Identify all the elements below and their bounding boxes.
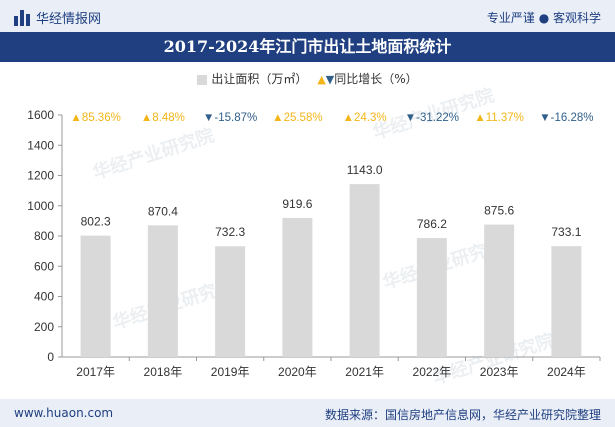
bar-value-label: 1143.0	[347, 163, 383, 177]
triangle-up-icon: ▲	[141, 112, 152, 124]
triangle-down-icon: ▼	[203, 112, 214, 124]
triangle-up-icon: ▲	[317, 73, 326, 86]
legend-growth-label: 同比增长（%）	[334, 72, 418, 86]
triangle-down-icon: ▼	[405, 112, 416, 124]
chart-legend: 出让面积（万㎡） ▲▼同比增长（%）	[0, 70, 615, 87]
growth-value: 25.58%	[284, 112, 323, 124]
x-tick-label: 2018年	[144, 365, 183, 379]
bar-value-label: 875.6	[484, 204, 514, 218]
triangle-down-icon: ▼	[325, 73, 335, 86]
triangle-up-icon: ▲	[70, 112, 81, 124]
bar	[80, 235, 111, 357]
legend-bar-label: 出让面积（万㎡）	[211, 72, 308, 86]
bar	[484, 224, 515, 357]
y-tick-label: 400	[34, 290, 54, 304]
legend-bar-item: 出让面积（万㎡）	[197, 70, 307, 87]
growth-value: 8.48%	[152, 112, 185, 124]
x-tick-label: 2020年	[278, 365, 317, 379]
x-tick-label: 2024年	[547, 365, 586, 379]
y-tick-label: 1000	[27, 199, 54, 213]
growth-label: ▲25.58%	[272, 112, 322, 124]
bar-value-label: 732.3	[215, 225, 245, 239]
triangle-down-icon: ▼	[539, 112, 550, 124]
bar	[147, 225, 178, 357]
growth-label: ▲24.3%	[343, 112, 387, 124]
y-tick-label: 800	[34, 229, 54, 243]
bar-value-label: 870.4	[148, 204, 178, 218]
bar	[551, 246, 582, 357]
y-tick-label: 1400	[27, 138, 54, 152]
growth-label: ▲11.37%	[474, 112, 524, 124]
growth-label: ▼-15.87%	[203, 112, 257, 124]
growth-label: ▼-31.22%	[405, 112, 459, 124]
growth-value: -16.28%	[551, 112, 594, 124]
growth-label: ▲85.36%	[70, 112, 120, 124]
triangle-up-icon: ▲	[272, 112, 283, 124]
bar-chart: 0 200 400 600 800 1000 1200 1400 1600 2017年 802.3 ▲…	[27, 108, 601, 379]
logo-bars-icon	[14, 9, 30, 26]
tagline: 专业严谨 ● 客观科学	[486, 11, 601, 25]
logo-text: 华经情报网	[36, 12, 102, 27]
footer-website: www.huaon.com	[14, 406, 114, 420]
bar	[349, 184, 380, 357]
bar-value-label: 786.2	[417, 217, 447, 231]
bar	[416, 238, 447, 357]
top-bar: 华经情报网 专业严谨 ● 客观科学	[0, 0, 615, 32]
growth-value: -15.87%	[214, 112, 257, 124]
logo: 华经情报网	[14, 8, 101, 27]
triangle-up-icon: ▲	[474, 112, 485, 124]
y-tick-label: 1600	[27, 108, 54, 122]
y-tick-label: 200	[34, 320, 54, 334]
x-tick-label: 2023年	[480, 365, 519, 379]
bar-value-label: 919.6	[282, 197, 312, 211]
chart-title: 2017-2024年江门市出让土地面积统计	[0, 32, 615, 62]
growth-value: 24.3%	[354, 112, 387, 124]
x-tick-label: 2022年	[413, 365, 452, 379]
footer: www.huaon.com 数据来源：国信房地产信息网，华经产业研究院整理	[0, 399, 615, 427]
legend-growth-item: ▲▼同比增长（%）	[317, 70, 417, 87]
triangle-up-icon: ▲	[343, 112, 354, 124]
growth-label: ▼-16.28%	[539, 112, 593, 124]
y-tick-label: 1200	[27, 169, 54, 183]
bar-value-label: 733.1	[551, 225, 581, 239]
y-tick-label: 0	[47, 350, 54, 364]
footer-source: 数据来源：国信房地产信息网，华经产业研究院整理	[324, 408, 601, 422]
growth-label: ▲8.48%	[141, 112, 185, 124]
x-tick-label: 2017年	[76, 365, 115, 379]
y-tick-label: 600	[34, 259, 54, 273]
growth-value: 11.37%	[486, 112, 524, 124]
x-tick-label: 2021年	[345, 365, 384, 379]
x-tick-label: 2019年	[211, 365, 250, 379]
growth-value: 85.36%	[82, 112, 121, 124]
legend-bar-swatch	[197, 74, 208, 85]
growth-value: -31.22%	[416, 112, 459, 124]
bar-value-label: 802.3	[81, 215, 111, 229]
bar	[282, 217, 313, 357]
bar	[215, 246, 246, 357]
